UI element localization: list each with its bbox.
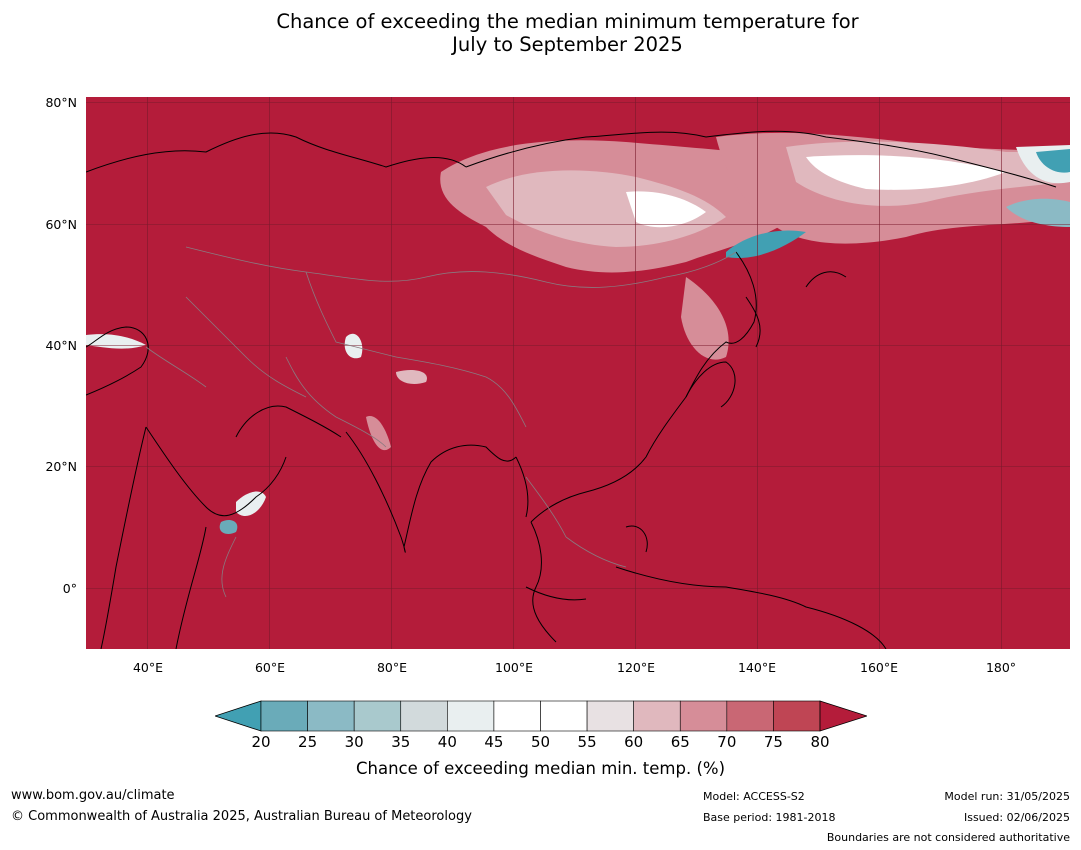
colorbar-tick-label: 65 xyxy=(670,733,690,751)
colorbar-tick-label: 45 xyxy=(484,733,504,751)
footer-model-run: Model run: 31/05/2025 xyxy=(944,790,1070,803)
x-tick-80e: 80°E xyxy=(376,660,408,675)
coastlines xyxy=(86,130,1057,649)
x-tick-140e: 140°E xyxy=(737,660,777,675)
siberia-pale-region xyxy=(440,132,1070,360)
colorbar-low-extension xyxy=(215,700,262,732)
x-tick-160e: 160°E xyxy=(859,660,899,675)
footer-url[interactable]: www.bom.gov.au/climate xyxy=(11,788,175,803)
colorbar-title: Chance of exceeding median min. temp. (%… xyxy=(355,759,726,778)
x-tick-100e: 100°E xyxy=(494,660,534,675)
x-tick-120e: 120°E xyxy=(616,660,656,675)
tropics-scattered-region xyxy=(86,333,427,534)
footer-issued: Issued: 02/06/2025 xyxy=(963,811,1070,824)
colorbar-cell xyxy=(307,700,355,732)
colorbar-cell xyxy=(679,700,728,732)
colorbar-high-extension xyxy=(819,700,867,732)
title-line-1: Chance of exceeding the median minimum t… xyxy=(276,10,859,33)
colorbar-cell xyxy=(353,700,402,732)
colorbar-cell xyxy=(493,700,541,732)
x-tick-180: 180° xyxy=(985,660,1017,675)
colorbar-tick-label: 40 xyxy=(437,733,457,751)
colorbar-cell xyxy=(260,700,308,732)
y-tick-80n: 80°N xyxy=(45,95,77,110)
colorbar-tick-label: 80 xyxy=(810,733,830,751)
y-tick-20n: 20°N xyxy=(45,459,77,474)
x-tick-40e: 40°E xyxy=(132,660,164,675)
colorbar-tick-label: 60 xyxy=(624,733,644,751)
probability-map xyxy=(86,97,1070,649)
colorbar-cells xyxy=(215,700,867,732)
colorbar-cell xyxy=(773,700,821,732)
colorbar-tick-label: 70 xyxy=(717,733,737,751)
footer-boundaries: Boundaries are not considered authoritat… xyxy=(826,831,1070,844)
map-graphic xyxy=(86,97,1070,649)
x-tick-60e: 60°E xyxy=(254,660,286,675)
colorbar-tick-label: 35 xyxy=(391,733,411,751)
colorbar-cell xyxy=(586,700,634,732)
colorbar-cell xyxy=(400,700,448,732)
colorbar-tick-label: 55 xyxy=(577,733,597,751)
title-line-2: July to September 2025 xyxy=(452,33,683,56)
colorbar-cell xyxy=(447,700,495,732)
y-tick-40n: 40°N xyxy=(45,338,77,353)
footer-model: Model: ACCESS-S2 xyxy=(703,790,805,803)
colorbar-cell xyxy=(726,700,774,732)
colorbar-tick-label: 20 xyxy=(251,733,271,751)
colorbar-tick-label: 75 xyxy=(763,733,783,751)
y-tick-60n: 60°N xyxy=(45,217,77,232)
footer-copyright: © Commonwealth of Australia 2025, Austra… xyxy=(11,809,472,824)
colorbar-cell xyxy=(633,700,681,732)
footer-base-period: Base period: 1981-2018 xyxy=(703,811,836,824)
colorbar-cell xyxy=(540,700,588,732)
graticule xyxy=(86,97,1070,649)
colorbar-tick-label: 30 xyxy=(344,733,364,751)
country-borders xyxy=(145,246,737,598)
map-title: Chance of exceeding the median minimum t… xyxy=(0,10,1081,56)
colorbar-tick-label: 50 xyxy=(530,733,551,751)
colorbar-tick-label: 25 xyxy=(298,733,318,751)
y-tick-0: 0° xyxy=(62,581,77,596)
colorbar xyxy=(215,700,867,732)
